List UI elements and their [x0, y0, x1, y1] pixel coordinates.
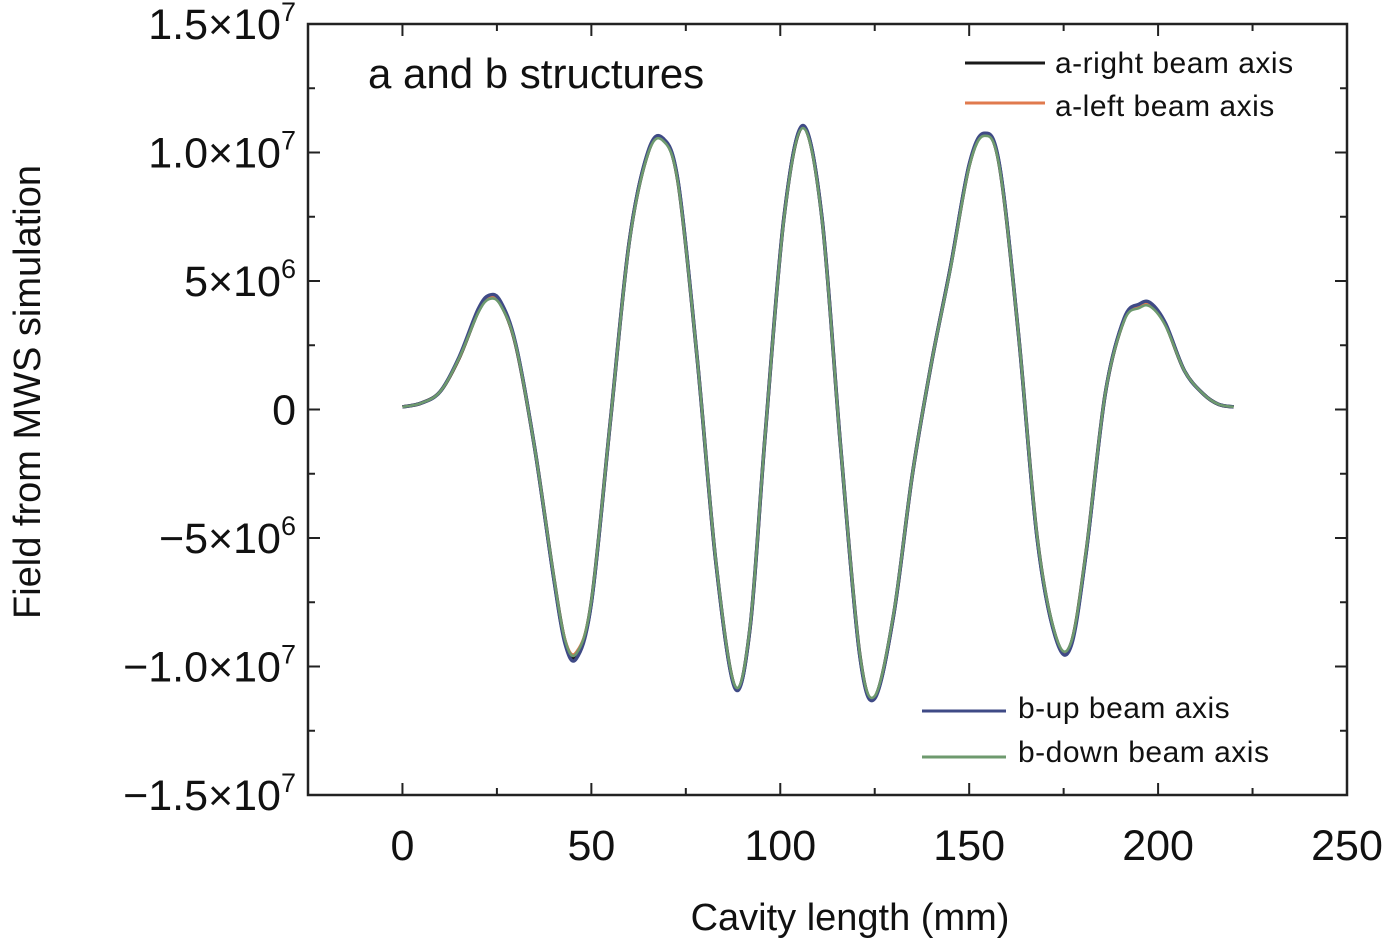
legend-label-b-up: b-up beam axis — [1018, 692, 1230, 725]
y-tick-mantissa: 1.5 — [148, 1, 208, 49]
y-tick-label: 1.5×107 — [148, 0, 296, 49]
x-tick-label: 200 — [1122, 822, 1194, 870]
y-tick-label: −1.5×107 — [123, 768, 296, 820]
y-tick-mantissa: 5 — [184, 258, 208, 306]
y-tick-exponent: 7 — [281, 126, 296, 156]
y-tick-times: × — [208, 1, 233, 49]
x-tick-label: 50 — [567, 822, 615, 870]
y-tick-exponent: 7 — [281, 768, 296, 798]
y-tick-mantissa: 1.0 — [148, 130, 208, 178]
y-tick-base: 10 — [233, 1, 281, 49]
axis-ticks — [307, 23, 1348, 796]
x-tick-label: 100 — [744, 822, 816, 870]
y-tick-exponent: 7 — [281, 0, 296, 27]
y-tick-mantissa: 0 — [272, 387, 296, 435]
series-line-a-right-beam-axis — [402, 125, 1234, 701]
y-tick-label: −5×106 — [159, 511, 296, 563]
x-tick-label: 150 — [933, 822, 1005, 870]
chart-title: a and b structures — [368, 50, 704, 97]
y-tick-times: × — [208, 258, 233, 306]
x-tick-label: 0 — [390, 822, 414, 870]
y-tick-mantissa: −1.5 — [123, 772, 208, 820]
y-tick-base: 10 — [233, 772, 281, 820]
x-tick-label: 250 — [1311, 822, 1383, 870]
legend-bottom: b-up beam axis b-down beam axis — [922, 692, 1269, 769]
y-tick-mantissa: −5 — [159, 515, 208, 563]
y-tick-label: 0 — [272, 387, 296, 435]
y-axis-title: Field from MWS simulation — [7, 165, 49, 619]
series-lines — [402, 123, 1234, 703]
y-tick-times: × — [208, 515, 233, 563]
legend-label-a-left: a-left beam axis — [1055, 90, 1275, 123]
y-tick-times: × — [208, 130, 233, 178]
y-tick-base: 10 — [233, 130, 281, 178]
y-tick-base: 10 — [233, 258, 281, 306]
y-tick-labels: 1.5×1071.0×1075×1060−5×106−1.0×107−1.5×1… — [123, 0, 296, 820]
plot-frame — [306, 22, 1349, 797]
y-tick-base: 10 — [233, 515, 281, 563]
y-tick-times: × — [208, 644, 233, 692]
y-tick-label: −1.0×107 — [123, 640, 296, 692]
legend-label-b-down: b-down beam axis — [1018, 736, 1269, 769]
y-tick-exponent: 6 — [281, 254, 296, 284]
y-tick-exponent: 6 — [281, 511, 296, 541]
y-tick-label: 5×106 — [184, 254, 296, 306]
x-axis-title: Cavity length (mm) — [691, 897, 1010, 939]
y-tick-mantissa: −1.0 — [123, 644, 208, 692]
y-tick-times: × — [208, 772, 233, 820]
y-tick-exponent: 7 — [281, 640, 296, 670]
y-tick-label: 1.0×107 — [148, 126, 296, 178]
x-tick-labels: 0 50 100 150 200 250 — [390, 822, 1382, 870]
legend-top: a-right beam axis a-left beam axis — [965, 47, 1294, 123]
legend-label-a-right: a-right beam axis — [1055, 47, 1294, 80]
series-line-b-down-beam-axis — [402, 126, 1234, 700]
y-tick-base: 10 — [233, 644, 281, 692]
